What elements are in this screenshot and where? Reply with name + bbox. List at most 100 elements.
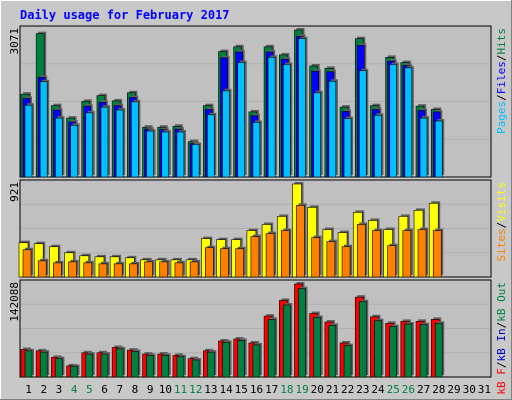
legend-entry: / xyxy=(495,55,508,62)
bar-kb-out-12 xyxy=(191,359,200,378)
x-label-day-1: 1 xyxy=(25,383,32,396)
bar-pages-2 xyxy=(39,81,48,178)
bar-pages-27 xyxy=(419,117,428,178)
legend-entry: Files xyxy=(495,61,508,94)
x-label-day-5: 5 xyxy=(86,383,93,396)
legend-entry: Visits xyxy=(495,182,508,222)
legend-entry: Hits xyxy=(495,28,508,55)
legend-entry: Pages xyxy=(495,101,508,134)
bar-kb-out-27 xyxy=(419,324,428,378)
x-label-day-14: 14 xyxy=(219,383,233,396)
x-label-day-31: 31 xyxy=(478,383,491,396)
bar-pages-15 xyxy=(237,62,246,178)
bar-sites-28 xyxy=(432,230,442,278)
bar-pages-1 xyxy=(24,104,33,178)
bar-kb-out-19 xyxy=(298,288,306,378)
bar-kb-out-15 xyxy=(237,340,246,378)
legend-entry: / xyxy=(495,94,508,101)
bar-sites-5 xyxy=(83,262,93,278)
bar-kb-out-2 xyxy=(39,351,48,378)
x-label-day-28: 28 xyxy=(432,383,445,396)
x-label-day-26: 26 xyxy=(402,383,415,396)
x-label-day-16: 16 xyxy=(250,383,263,396)
legend-entry: / xyxy=(495,222,508,229)
bar-pages-3 xyxy=(55,117,63,178)
bar-sites-21 xyxy=(326,241,336,278)
bar-pages-12 xyxy=(191,144,200,178)
x-label-day-2: 2 xyxy=(40,383,47,396)
bar-pages-26 xyxy=(404,67,413,178)
bar-kb-out-20 xyxy=(313,317,321,378)
bar-kb-out-8 xyxy=(131,351,139,378)
bar-pages-4 xyxy=(70,125,78,178)
x-label-day-4: 4 xyxy=(71,383,78,396)
chart-title: Daily usage for February 2017 xyxy=(20,8,230,22)
bar-pages-16 xyxy=(252,122,261,178)
bar-sites-26 xyxy=(402,230,412,278)
bar-kb-out-16 xyxy=(252,344,261,378)
bar-pages-17 xyxy=(267,57,276,178)
x-label-day-21: 21 xyxy=(326,383,339,396)
bar-kb-out-13 xyxy=(207,351,215,378)
bar-pages-11 xyxy=(176,131,185,178)
bar-pages-25 xyxy=(389,64,397,178)
bar-sites-9 xyxy=(144,261,153,278)
y-max-label: 3071 xyxy=(8,28,21,55)
x-label-day-17: 17 xyxy=(265,383,278,396)
bar-pages-24 xyxy=(374,114,382,178)
legend-entry: kB In xyxy=(495,328,508,361)
bar-sites-6 xyxy=(98,263,108,278)
bar-sites-19 xyxy=(296,205,305,278)
bar-kb-out-14 xyxy=(222,342,230,378)
bar-kb-out-6 xyxy=(100,353,109,378)
bar-kb-out-9 xyxy=(146,355,154,378)
bar-kb-out-1 xyxy=(24,350,33,378)
legend: Pages/Files/Hits xyxy=(495,28,508,134)
x-label-day-22: 22 xyxy=(341,383,354,396)
x-label-day-30: 30 xyxy=(463,383,476,396)
bar-pages-13 xyxy=(207,114,215,178)
bar-kb-out-26 xyxy=(404,323,413,378)
bar-sites-11 xyxy=(174,262,184,278)
bar-kb-out-24 xyxy=(374,320,382,378)
bar-sites-17 xyxy=(265,233,275,278)
x-label-day-12: 12 xyxy=(189,383,202,396)
bar-pages-23 xyxy=(358,70,367,178)
bar-sites-12 xyxy=(189,261,199,278)
bar-pages-20 xyxy=(313,92,321,178)
bar-sites-8 xyxy=(129,263,138,278)
bar-pages-28 xyxy=(434,120,443,178)
legend-entry: Sites xyxy=(495,228,508,261)
bar-sites-10 xyxy=(159,261,169,278)
y-max-label: 921 xyxy=(8,182,21,202)
x-label-day-20: 20 xyxy=(311,383,324,396)
bar-kb-out-25 xyxy=(389,326,397,378)
bar-sites-2 xyxy=(37,260,47,278)
bar-kb-out-7 xyxy=(115,348,124,378)
x-label-day-7: 7 xyxy=(116,383,123,396)
bar-pages-21 xyxy=(328,80,337,178)
bar-sites-24 xyxy=(372,230,381,278)
bar-sites-3 xyxy=(53,262,62,278)
bar-sites-27 xyxy=(417,229,427,278)
legend-entry: / xyxy=(495,322,508,329)
x-label-day-23: 23 xyxy=(356,383,369,396)
x-label-day-11: 11 xyxy=(174,383,187,396)
bar-sites-14 xyxy=(220,248,229,278)
x-label-day-18: 18 xyxy=(280,383,293,396)
x-label-day-29: 29 xyxy=(447,383,460,396)
legend-entry: kB F xyxy=(495,368,508,395)
bar-pages-6 xyxy=(100,106,109,178)
legend-entry: kB Out xyxy=(495,282,508,322)
x-label-day-10: 10 xyxy=(159,383,172,396)
bar-kb-out-4 xyxy=(70,366,78,378)
bar-sites-15 xyxy=(235,248,245,278)
x-label-day-27: 27 xyxy=(417,383,430,396)
bar-kb-out-22 xyxy=(343,345,352,378)
bar-sites-1 xyxy=(22,249,32,278)
y-max-label: 142088 xyxy=(8,282,21,322)
x-label-day-15: 15 xyxy=(235,383,248,396)
